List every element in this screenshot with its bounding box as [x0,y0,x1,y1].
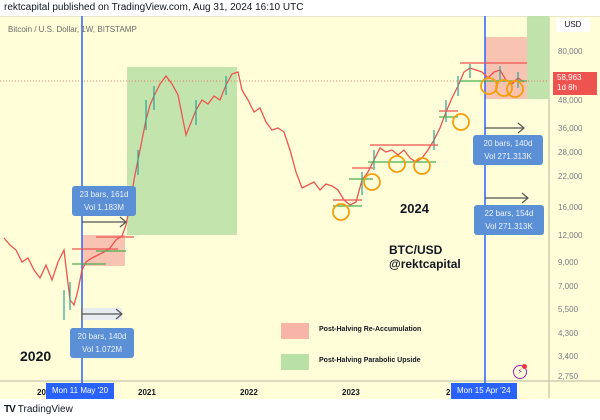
price-label: 12,000 [558,231,583,240]
annotation-year-2020: 2020 [20,348,52,364]
time-label: 2023 [342,388,360,397]
price-label: 80,000 [558,47,583,56]
notification-dot [522,364,527,369]
support-circles [332,77,524,221]
publish-info: rektcapital published on TradingView.com… [4,2,304,13]
time-label: 2022 [240,388,258,397]
symbol-legend[interactable]: Bitcoin / U.S. Dollar, 1W, BITSTAMP [8,25,137,34]
brand-name: TradingView [17,404,73,415]
legend-label-parabolic: Post-Halving Parabolic Upside [319,357,421,364]
bar-countdown: 1d 8h [557,83,578,92]
halving-date-tag-2024: Mon 15 Apr '24 [451,383,517,399]
price-label: 36,000 [558,124,583,133]
legend-swatch-reaccumulation [281,323,309,339]
measure-volume: Vol 1.072M [81,345,123,354]
measure-box-2020-a[interactable]: 23 bars, 161d Vol 1.183M [72,186,136,216]
annotation-year-2024: 2024 [400,201,429,216]
last-price-value: 58,963 [557,73,582,82]
measure-bars: 23 bars, 161d [79,190,129,199]
legend-swatch-parabolic [281,354,309,370]
time-label: 20 [37,388,46,397]
annotation-author: @rektcapital [389,257,461,271]
measure-bars: 20 bars, 140d [483,139,533,148]
price-label: 28,000 [558,148,583,157]
candles [3,67,525,307]
legend-label-reaccumulation: Post-Halving Re-Accumulation [319,326,422,333]
measure-volume: Vol 271.313K [484,152,532,161]
reaccumulation-region-2024 [485,37,527,99]
parabolic-upside-region-2020 [127,67,237,235]
measure-volume: Vol 271.313K [485,222,533,231]
price-label: 7,000 [558,282,579,291]
price-label: 22,000 [558,172,583,181]
lightning-icon[interactable]: ⚡ [513,365,527,379]
last-price-badge: 58,963 1d 8h [553,72,597,95]
annotation-pair: BTC/USD [389,243,443,257]
price-label: 48,000 [558,96,583,105]
halving-date-tag-2020: Mon 11 May '20 [46,383,115,399]
measure-arrows [81,122,529,320]
measure-bars: 20 bars, 140d [77,332,127,341]
time-label: 2 [446,388,451,397]
price-label: 3,400 [558,352,579,361]
price-label: 4,300 [558,329,579,338]
measure-box-2020-b[interactable]: 20 bars, 140d Vol 1.072M [70,328,134,358]
measure-volume: Vol 1.183M [83,203,125,212]
price-label: 2,750 [558,372,579,381]
tradingview-logo[interactable]: TV TradingView [4,404,73,415]
measure-box-2024-a[interactable]: 20 bars, 140d Vol 271.313K [473,135,543,165]
price-label: 5,500 [558,305,579,314]
time-label: 2021 [138,388,156,397]
currency-selector[interactable]: USD [556,18,590,32]
price-label: 16,000 [558,203,583,212]
measure-box-2024-b[interactable]: 22 bars, 154d Vol 271.313K [474,205,544,235]
measure-bars: 22 bars, 154d [484,209,534,218]
price-label: 9,000 [558,258,579,267]
parabolic-upside-region-2024 [527,16,549,99]
tradingview-logo-icon: TV [4,404,16,415]
